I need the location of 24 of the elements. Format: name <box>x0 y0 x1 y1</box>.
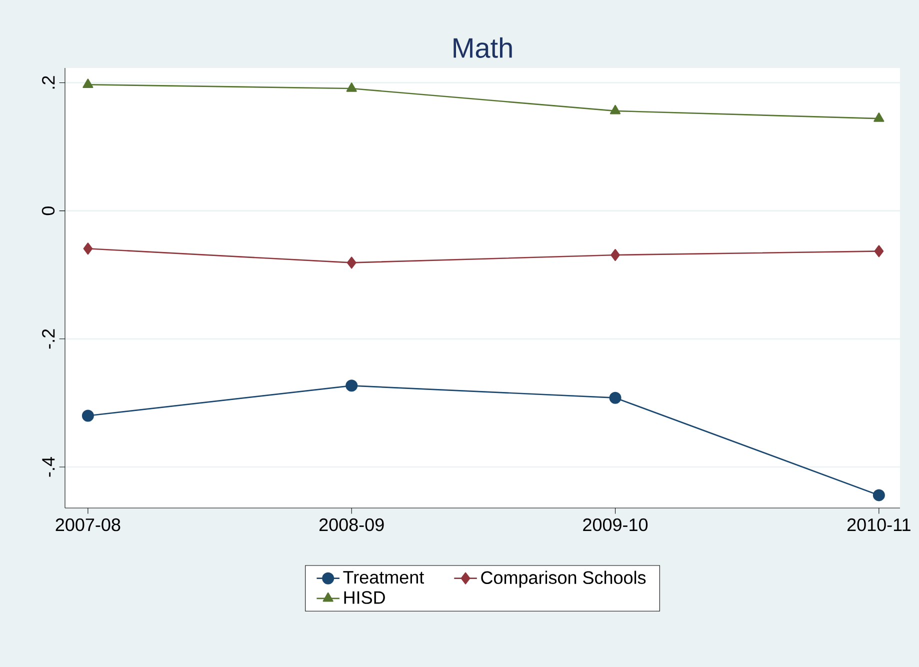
point <box>874 245 884 258</box>
legend-label: Treatment <box>343 571 424 584</box>
point <box>83 242 93 255</box>
point <box>610 249 620 262</box>
point <box>874 112 884 122</box>
point <box>82 410 94 422</box>
y-tick-label: 0 <box>42 206 55 216</box>
point <box>346 82 357 92</box>
point <box>82 78 94 88</box>
x-tick-label: 2010-11 <box>847 518 910 532</box>
y-tick-label: -.4 <box>42 457 55 477</box>
x-tick-label: 2009-10 <box>583 518 648 532</box>
x-tick-label: 2007-08 <box>56 518 120 532</box>
y-tick-label: .2 <box>42 76 55 89</box>
point <box>346 380 358 392</box>
point <box>346 256 356 269</box>
point <box>610 104 621 114</box>
y-tick-label: -.2 <box>42 329 55 349</box>
chart-title: Math <box>454 37 512 58</box>
point <box>872 489 885 502</box>
point <box>609 392 622 404</box>
x-tick-label: 2008-09 <box>319 518 384 532</box>
legend-label: Comparison Schools <box>481 570 646 588</box>
legend-label: HISD <box>344 591 385 604</box>
